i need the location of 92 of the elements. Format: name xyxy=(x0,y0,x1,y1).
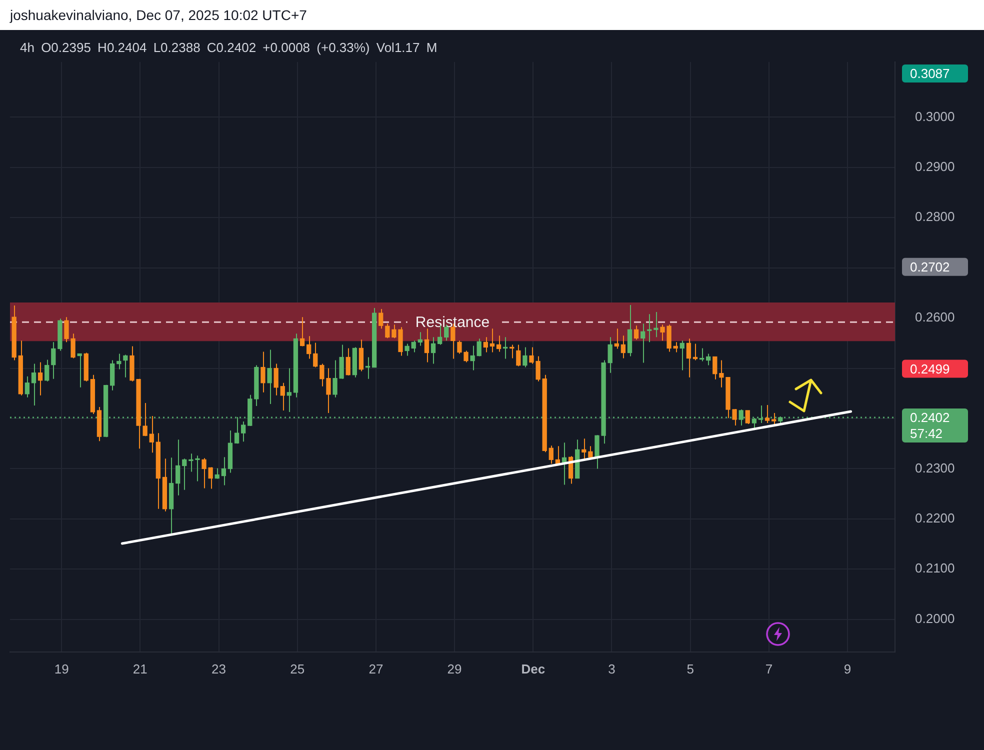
x-tick-label: 5 xyxy=(686,661,694,676)
text: 57:42 xyxy=(910,426,943,442)
ref-line-label: 0.2402 xyxy=(910,410,950,426)
candlestick xyxy=(240,421,246,442)
y-tick-label: 0.2100 xyxy=(915,560,955,576)
candlestick xyxy=(673,342,678,353)
candlestick xyxy=(280,382,285,411)
candlestick xyxy=(582,438,586,460)
candlestick xyxy=(430,336,436,364)
candlestick xyxy=(260,351,266,393)
candlestick xyxy=(214,468,220,480)
candlestick xyxy=(221,456,226,486)
candlestick xyxy=(44,359,50,382)
candlestick xyxy=(358,339,364,372)
candlestick xyxy=(110,360,115,391)
candlestick xyxy=(588,446,593,459)
candlestick xyxy=(692,343,698,361)
candlestick xyxy=(142,402,148,437)
candlestick xyxy=(758,404,764,424)
y-tick-label: 0.2300 xyxy=(915,460,955,476)
candlestick xyxy=(686,338,692,378)
candlestick xyxy=(418,332,422,346)
y-tick-label: 0.2200 xyxy=(915,510,955,526)
candlestick xyxy=(490,328,495,353)
candlestick xyxy=(706,353,711,366)
y-tick-label: 0.2800 xyxy=(915,209,955,224)
candlestick xyxy=(476,338,482,357)
candlestick xyxy=(680,340,684,371)
candlestick xyxy=(267,349,272,404)
x-tick-label: 25 xyxy=(290,661,305,676)
candlestick xyxy=(176,439,180,496)
x-tick-label: 29 xyxy=(447,661,462,676)
candlestick xyxy=(385,323,390,339)
candlestick xyxy=(614,328,619,350)
candlestick xyxy=(234,416,240,444)
candlestick xyxy=(548,445,554,464)
candlestick xyxy=(772,412,776,425)
chart-subtitle: 4h O0.2395 H0.2404 L0.2388 C0.2402 +0.0008 (+0.33%) Vol1.17 M xyxy=(20,40,438,55)
candlestick xyxy=(620,335,626,359)
candlestick xyxy=(24,376,30,398)
candlestick xyxy=(470,345,475,371)
candlestick xyxy=(274,363,278,396)
candlestick xyxy=(306,336,312,360)
x-tick-label: 9 xyxy=(844,661,852,676)
y-tick-label: 0.2900 xyxy=(915,159,955,174)
candlestick xyxy=(116,353,122,370)
band-label: Resistance xyxy=(415,314,490,331)
candlestick xyxy=(752,418,757,429)
x-tick-label: 19 xyxy=(54,661,69,676)
x-tick-label: 27 xyxy=(368,661,384,676)
candlestick xyxy=(313,342,318,368)
candlestick xyxy=(411,340,416,353)
candlestick xyxy=(326,368,331,414)
candlestick xyxy=(516,344,521,367)
text: 0.2702 xyxy=(910,259,950,274)
candlestick xyxy=(634,325,639,340)
candlestick xyxy=(483,336,488,353)
candlestick xyxy=(38,362,43,396)
x-tick-label: 3 xyxy=(608,661,616,676)
candlestick xyxy=(320,363,324,387)
candlestick xyxy=(627,304,632,357)
candlestick xyxy=(608,336,612,374)
x-tick-label: 23 xyxy=(212,661,226,676)
y-tick-label: 0.2000 xyxy=(915,610,955,626)
candlestick xyxy=(712,356,718,380)
y-tick-label: 0.3000 xyxy=(915,108,955,124)
candlestick xyxy=(764,404,770,424)
candlestick xyxy=(496,335,502,352)
candlestick xyxy=(182,458,187,490)
candlestick xyxy=(424,328,430,363)
candlestick xyxy=(77,353,82,388)
text: 0.2499 xyxy=(910,361,950,376)
x-tick-label: 7 xyxy=(765,661,773,676)
text: 0.3087 xyxy=(910,66,950,82)
candlestick xyxy=(654,312,658,338)
candlestick xyxy=(738,408,744,426)
candlestick xyxy=(745,410,750,425)
candlestick xyxy=(51,342,56,380)
candlestick xyxy=(149,416,154,454)
x-tick-label: Dec xyxy=(521,661,546,676)
candlestick xyxy=(378,308,384,330)
candlestick xyxy=(123,354,128,378)
candlestick xyxy=(346,348,350,376)
candlestick xyxy=(522,346,528,368)
candlestick xyxy=(300,316,305,347)
chart-title: joshuakevinalviano, Dec 07, 2025 10:02 UTC+7 xyxy=(0,0,984,30)
candlestick xyxy=(640,323,646,364)
x-tick-label: 21 xyxy=(132,661,148,676)
candlestick xyxy=(404,343,410,356)
y-tick-label: 0.2600 xyxy=(915,310,955,325)
candlestick xyxy=(286,368,292,412)
candlestick xyxy=(31,363,36,406)
